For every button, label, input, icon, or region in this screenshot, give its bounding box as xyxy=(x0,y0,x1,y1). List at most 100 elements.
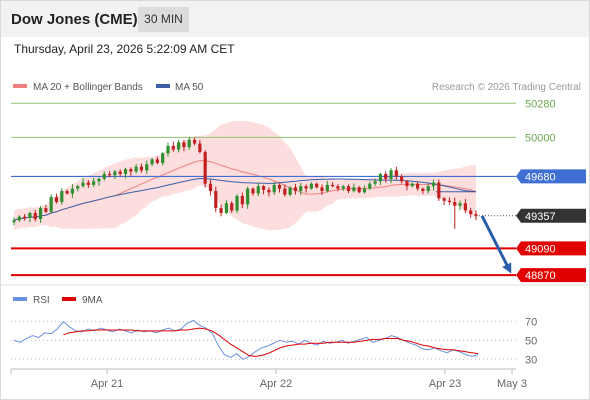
candle-body xyxy=(54,197,59,203)
candle-body xyxy=(49,197,53,212)
candle-body xyxy=(203,152,207,184)
level-tag-48870 xyxy=(516,268,586,283)
candle-body xyxy=(123,169,128,174)
candle-body xyxy=(453,202,457,206)
candle-body xyxy=(256,186,260,194)
rsi-tick-50: 50 xyxy=(525,335,537,347)
candle-body xyxy=(97,178,101,182)
candle-body xyxy=(38,208,43,220)
rsi-legend-swatch xyxy=(13,297,27,301)
candle-body xyxy=(288,187,292,195)
candle-body xyxy=(463,203,467,211)
ma50-line xyxy=(13,177,477,221)
candle-body xyxy=(261,186,266,190)
candle-body xyxy=(246,188,250,205)
level-tag-49680 xyxy=(516,169,586,184)
candle-body xyxy=(272,184,276,193)
candle-body xyxy=(107,173,112,176)
header-bar: Dow Jones (CME) 30 MIN xyxy=(1,1,589,37)
level-tag-49090 xyxy=(516,241,586,256)
level-label-48870: 48870 xyxy=(525,270,556,282)
rsi-tick-70: 70 xyxy=(525,316,537,328)
level-label-49090: 49090 xyxy=(525,243,556,255)
current-price-label: 49357 xyxy=(525,211,556,223)
candle-body xyxy=(70,188,75,194)
ma50-legend-swatch xyxy=(156,84,170,88)
candle-body xyxy=(171,145,175,150)
candle-body xyxy=(362,188,367,193)
ma20-legend-swatch xyxy=(13,84,27,88)
candle-body xyxy=(447,200,452,203)
candle-body xyxy=(400,176,404,182)
candle-body xyxy=(277,184,282,189)
candle-body xyxy=(299,186,303,192)
candle-body xyxy=(336,186,340,189)
candle-body xyxy=(28,212,32,218)
candle-body xyxy=(17,216,21,221)
candle-body xyxy=(139,166,144,171)
candle-body xyxy=(267,189,271,193)
candle-body xyxy=(76,186,80,189)
candle-body xyxy=(240,195,244,205)
candle-body xyxy=(92,181,96,185)
candle-body xyxy=(325,184,329,192)
instrument-title: Dow Jones (CME) xyxy=(11,11,138,28)
candle-body xyxy=(426,186,430,192)
rsi-ma-legend-swatch xyxy=(62,297,76,301)
x-tick-label: May 3 xyxy=(497,378,527,390)
rsi-tick-30: 30 xyxy=(525,354,537,366)
ma20-legend-label: MA 20 + Bollinger Bands xyxy=(33,82,143,93)
candle-body xyxy=(155,159,159,164)
candle-body xyxy=(235,195,239,211)
candle-body xyxy=(320,187,324,192)
ma50-legend-label: MA 50 xyxy=(175,82,204,93)
level-label-49680: 49680 xyxy=(525,171,556,183)
x-tick-label: Apr 23 xyxy=(429,378,461,390)
current-price-tag xyxy=(516,208,586,223)
forecast-arrow xyxy=(480,215,512,274)
candle-body xyxy=(251,188,255,194)
candle-body xyxy=(410,183,414,187)
candle-body xyxy=(145,164,149,171)
candle-body xyxy=(166,145,170,154)
candle-body xyxy=(389,170,393,179)
candle-body xyxy=(368,183,372,189)
candle-body xyxy=(198,143,202,153)
candle-body xyxy=(118,171,122,174)
candle-body xyxy=(60,191,64,203)
candle-body xyxy=(161,153,165,164)
candle-body xyxy=(182,142,186,148)
candle-body xyxy=(230,203,234,211)
candle-body xyxy=(458,203,462,206)
candle-body xyxy=(415,183,420,189)
candle-body xyxy=(431,182,436,187)
rsi-legend-label: RSI xyxy=(33,295,50,306)
candle-body xyxy=(469,210,473,215)
rsi-ma-legend-label: 9MA xyxy=(82,295,103,306)
candle-body xyxy=(12,220,16,223)
candle-body xyxy=(405,181,409,187)
candle-body xyxy=(331,184,335,187)
x-tick-label: Apr 22 xyxy=(260,378,292,390)
candle-body xyxy=(129,169,133,172)
candle-body xyxy=(421,188,425,192)
candle-body xyxy=(33,212,37,220)
x-tick-label: Apr 21 xyxy=(91,378,123,390)
candle-body xyxy=(102,173,106,179)
candle-body xyxy=(352,187,356,192)
candle-body xyxy=(378,173,383,182)
candle-body xyxy=(442,198,446,201)
candle-body xyxy=(86,182,90,185)
candle-body xyxy=(346,186,351,192)
candle-body xyxy=(474,214,478,216)
candle-body xyxy=(81,182,85,187)
candle-body xyxy=(219,208,223,213)
candle-body xyxy=(134,166,138,172)
candle-body xyxy=(315,183,319,188)
candle-body xyxy=(394,170,398,177)
bollinger-band xyxy=(14,120,476,231)
candle-body xyxy=(192,139,197,144)
candle-body xyxy=(113,171,117,176)
period-button[interactable]: 30 MIN xyxy=(138,7,189,32)
